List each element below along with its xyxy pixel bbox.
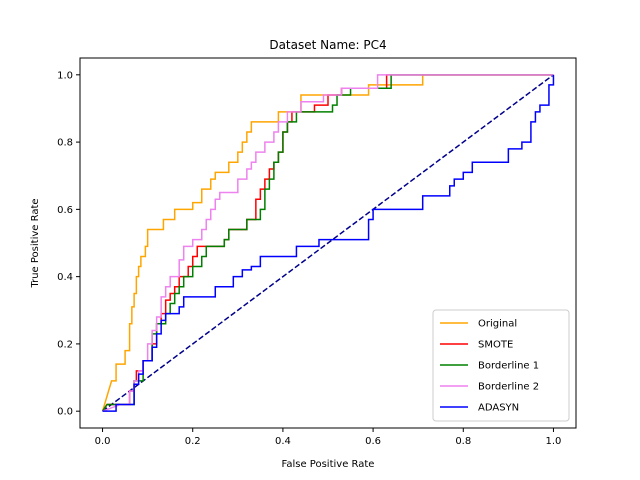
y-tick-label: 0.8 <box>57 138 73 149</box>
y-tick-label: 0.2 <box>57 339 73 350</box>
x-tick-label: 0.4 <box>275 436 291 447</box>
series-line-adasyn <box>102 74 555 412</box>
legend-label: ADASYN <box>478 403 519 414</box>
legend-label: Original <box>478 319 517 330</box>
diagonal-reference-line <box>102 74 554 412</box>
legend-label: Borderline 1 <box>478 361 539 372</box>
y-tick-label: 0.6 <box>57 205 73 216</box>
axis-ticks: 0.0 0.2 0.4 0.6 0.8 1.0 0.0 0.2 0.4 0.6 0.8 1.0 <box>57 70 561 447</box>
y-tick-label: 0.4 <box>57 272 73 283</box>
legend-items: Original SMOTE Borderline 1 Borderline 2 ADA… <box>440 319 539 414</box>
x-tick-label: 1.0 <box>546 436 562 447</box>
x-tick-label: 0.8 <box>455 436 471 447</box>
x-tick-label: 0.2 <box>185 436 201 447</box>
plot-frame <box>79 57 577 429</box>
series-line-borderline-1 <box>101 74 554 412</box>
legend-label: SMOTE <box>478 340 513 351</box>
series-line-borderline-2 <box>102 74 554 412</box>
x-axis-label: False Positive Rate <box>282 459 375 470</box>
x-tick-label: 0.6 <box>365 436 381 447</box>
y-axis-label: True Positive Rate <box>30 198 41 288</box>
chart-title: Dataset Name: PC4 <box>269 38 386 52</box>
legend-box <box>432 309 570 422</box>
y-tick-label: 0.0 <box>57 407 73 418</box>
plot-area <box>101 74 555 412</box>
x-tick-label: 0.0 <box>95 436 111 447</box>
y-tick-label: 1.0 <box>57 70 73 81</box>
series-line-original <box>101 74 554 412</box>
legend-label: Borderline 2 <box>478 382 539 393</box>
legend: Original SMOTE Borderline 1 Borderline 2 ADA… <box>432 309 570 422</box>
